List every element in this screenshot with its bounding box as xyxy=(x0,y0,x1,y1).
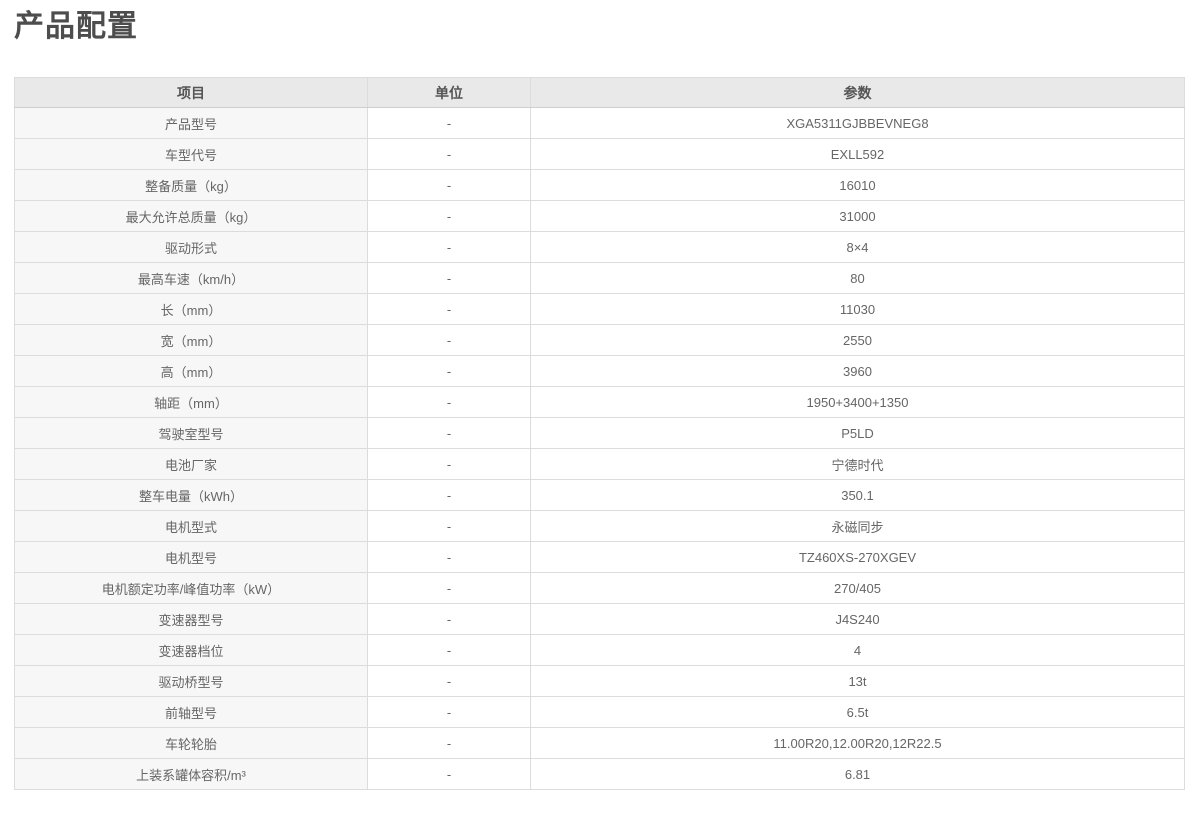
item-cell: 电池厂家 xyxy=(14,448,368,480)
table-row: 驱动桥型号 -13t xyxy=(14,665,1185,697)
table-row: 长（mm） -11030 xyxy=(14,293,1185,325)
page-title: 产品配置 xyxy=(14,10,138,43)
unit-cell: - xyxy=(367,324,531,356)
column-header-parameter: 参数 xyxy=(530,77,1185,108)
value-cell: J4S240 xyxy=(530,603,1185,635)
value-cell: 80 xyxy=(530,262,1185,294)
table-row: 驾驶室型号 - P5LD xyxy=(14,417,1185,449)
item-cell: 最大允许总质量（kg） xyxy=(14,200,368,232)
item-cell: 高（mm） xyxy=(14,355,368,387)
value-cell: XGA5311GJBBEVNEG8 xyxy=(530,107,1185,139)
value-cell: 13t xyxy=(530,665,1185,697)
item-cell: 电机型号 xyxy=(14,541,368,573)
item-cell: 驾驶室型号 xyxy=(14,417,368,449)
item-cell: 轴距（mm） xyxy=(14,386,368,418)
unit-cell: - xyxy=(367,200,531,232)
table-row: 整车电量（kWh） -350.1 xyxy=(14,479,1185,511)
table-row: 电池厂家 - 宁德时代 xyxy=(14,448,1185,480)
unit-cell: - xyxy=(367,231,531,263)
value-cell: 4 xyxy=(530,634,1185,666)
unit-cell: - xyxy=(367,727,531,759)
unit-cell: - xyxy=(367,355,531,387)
value-cell: TZ460XS-270XGEV xyxy=(530,541,1185,573)
column-header-unit: 单位 xyxy=(367,77,531,108)
table-row: 上装系罐体容积/m³ -6.81 xyxy=(14,758,1185,790)
header-row: 项目 单位 参数 xyxy=(14,77,1185,108)
value-cell: 3960 xyxy=(530,355,1185,387)
unit-cell: - xyxy=(367,541,531,573)
table-row: 车轮轮胎 -11.00R20,12.00R20,12R22.5 xyxy=(14,727,1185,759)
unit-cell: - xyxy=(367,417,531,449)
value-cell: 11.00R20,12.00R20,12R22.5 xyxy=(530,727,1185,759)
item-cell: 宽（mm） xyxy=(14,324,368,356)
table-row: 宽（mm） -2550 xyxy=(14,324,1185,356)
unit-cell: - xyxy=(367,696,531,728)
value-cell: 11030 xyxy=(530,293,1185,325)
table-row: 变速器档位 -4 xyxy=(14,634,1185,666)
item-cell: 驱动桥型号 xyxy=(14,665,368,697)
value-cell: 350.1 xyxy=(530,479,1185,511)
table-row: 产品型号 - XGA5311GJBBEVNEG8 xyxy=(14,107,1185,139)
value-cell: 6.5t xyxy=(530,696,1185,728)
table-row: 电机额定功率/峰值功率（kW） -270/405 xyxy=(14,572,1185,604)
value-cell: 6.81 xyxy=(530,758,1185,790)
item-cell: 整车电量（kWh） xyxy=(14,479,368,511)
item-cell: 驱动形式 xyxy=(14,231,368,263)
unit-cell: - xyxy=(367,262,531,294)
table-row: 前轴型号 -6.5t xyxy=(14,696,1185,728)
table-row: 电机型式 - 永磁同步 xyxy=(14,510,1185,542)
value-cell: 2550 xyxy=(530,324,1185,356)
value-cell: 永磁同步 xyxy=(530,510,1185,542)
item-cell: 电机额定功率/峰值功率（kW） xyxy=(14,572,368,604)
unit-cell: - xyxy=(367,479,531,511)
item-cell: 整备质量（kg） xyxy=(14,169,368,201)
item-cell: 长（mm） xyxy=(14,293,368,325)
item-cell: 前轴型号 xyxy=(14,696,368,728)
table-row: 变速器型号 - J4S240 xyxy=(14,603,1185,635)
unit-cell: - xyxy=(367,386,531,418)
item-cell: 变速器档位 xyxy=(14,634,368,666)
item-cell: 上装系罐体容积/m³ xyxy=(14,758,368,790)
value-cell: P5LD xyxy=(530,417,1185,449)
table-row: 最高车速（km/h） -80 xyxy=(14,262,1185,294)
table-row: 最大允许总质量（kg） -31000 xyxy=(14,200,1185,232)
column-header-item: 项目 xyxy=(14,77,368,108)
value-cell: 31000 xyxy=(530,200,1185,232)
unit-cell: - xyxy=(367,665,531,697)
unit-cell: - xyxy=(367,169,531,201)
table-row: 整备质量（kg） -16010 xyxy=(14,169,1185,201)
table-row: 驱动形式 -8×4 xyxy=(14,231,1185,263)
unit-cell: - xyxy=(367,510,531,542)
value-cell: EXLL592 xyxy=(530,138,1185,170)
product-spec-table: 项目 单位 参数 产品型号 - XGA5311GJBBEVNEG8 车型代号 - EXLL… xyxy=(14,77,1185,790)
item-cell: 车型代号 xyxy=(14,138,368,170)
unit-cell: - xyxy=(367,758,531,790)
value-cell: 宁德时代 xyxy=(530,448,1185,480)
unit-cell: - xyxy=(367,572,531,604)
table-row: 轴距（mm） -1950+3400+1350 xyxy=(14,386,1185,418)
unit-cell: - xyxy=(367,138,531,170)
spec-table-header: 项目 单位 参数 xyxy=(14,77,1185,108)
unit-cell: - xyxy=(367,293,531,325)
value-cell: 270/405 xyxy=(530,572,1185,604)
table-row: 车型代号 - EXLL592 xyxy=(14,138,1185,170)
item-cell: 产品型号 xyxy=(14,107,368,139)
value-cell: 16010 xyxy=(530,169,1185,201)
item-cell: 变速器型号 xyxy=(14,603,368,635)
unit-cell: - xyxy=(367,634,531,666)
item-cell: 车轮轮胎 xyxy=(14,727,368,759)
unit-cell: - xyxy=(367,603,531,635)
item-cell: 电机型式 xyxy=(14,510,368,542)
table-row: 高（mm） -3960 xyxy=(14,355,1185,387)
unit-cell: - xyxy=(367,448,531,480)
value-cell: 8×4 xyxy=(530,231,1185,263)
value-cell: 1950+3400+1350 xyxy=(530,386,1185,418)
item-cell: 最高车速（km/h） xyxy=(14,262,368,294)
unit-cell: - xyxy=(367,107,531,139)
spec-table-body: 产品型号 - XGA5311GJBBEVNEG8 车型代号 - EXLL592 整备质量（k… xyxy=(14,107,1185,790)
table-row: 电机型号 - TZ460XS-270XGEV xyxy=(14,541,1185,573)
